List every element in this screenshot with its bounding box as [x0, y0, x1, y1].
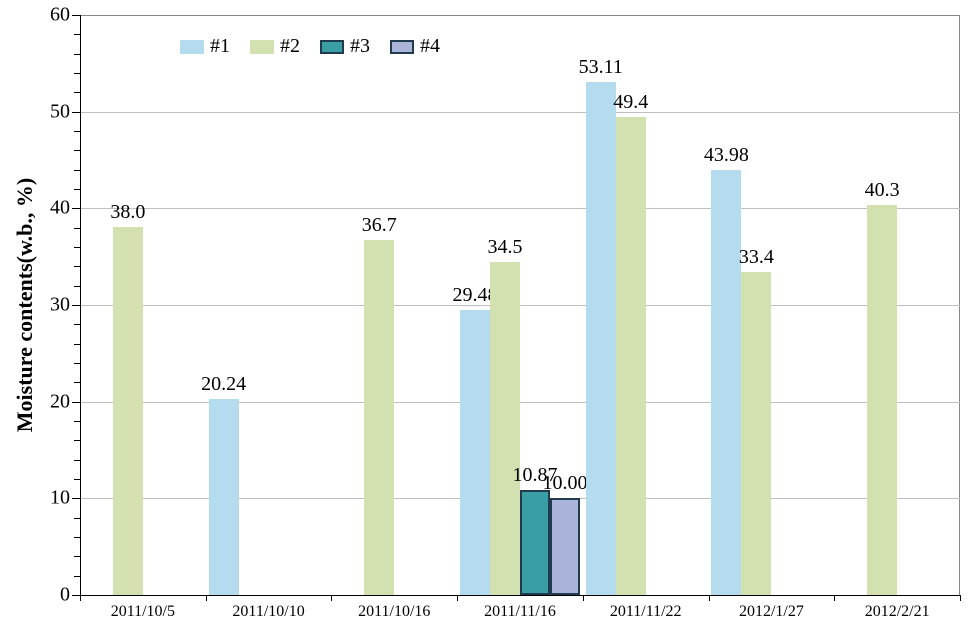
x-tick [709, 595, 710, 601]
legend: #1 #2 #3 #4 [180, 35, 440, 58]
x-tick [457, 595, 458, 601]
y-tick [72, 15, 80, 16]
y-tick-label: 30 [40, 294, 70, 317]
x-tick-label: 2011/10/10 [232, 603, 304, 621]
legend-item-4: #4 [390, 35, 440, 58]
y-tick [72, 402, 80, 403]
bar-series-1 [460, 310, 490, 595]
legend-label: #3 [350, 35, 370, 58]
bar-label: 38.0 [110, 201, 145, 224]
legend-swatch [320, 40, 344, 54]
legend-swatch [390, 40, 414, 54]
bar-series-2 [113, 227, 143, 595]
y-tick-label: 20 [40, 390, 70, 413]
y-tick [72, 595, 80, 596]
legend-item-2: #2 [250, 35, 300, 58]
legend-swatch [180, 40, 204, 54]
x-tick [206, 595, 207, 601]
x-tick [960, 595, 961, 601]
bar-label: 49.4 [613, 91, 648, 114]
y-tick [72, 112, 80, 113]
legend-swatch [250, 40, 274, 54]
gridline [80, 305, 960, 306]
x-tick [80, 595, 81, 601]
gridline [80, 208, 960, 209]
y-axis-title: Moisture contents(w.b., %) [12, 178, 38, 432]
bar-series-4 [550, 498, 580, 595]
legend-label: #1 [210, 35, 230, 58]
x-tick-label: 2011/10/16 [358, 603, 430, 621]
x-tick-label: 2011/11/22 [610, 603, 682, 621]
bar-series-3 [520, 490, 550, 595]
bar-series-2 [616, 117, 646, 595]
legend-label: #4 [420, 35, 440, 58]
x-tick [331, 595, 332, 601]
x-tick [834, 595, 835, 601]
bar-series-2 [867, 205, 897, 595]
bar-label: 40.3 [865, 179, 900, 202]
moisture-chart: Moisture contents(w.b., %) #1 #2 #3 #4 0 10 2… [0, 0, 980, 641]
bar-label: 36.7 [362, 214, 397, 237]
x-axis-line [80, 595, 960, 596]
y-tick-label: 60 [40, 4, 70, 27]
y-tick [72, 208, 80, 209]
bar-label: 43.98 [704, 144, 749, 167]
y-tick-label: 50 [40, 100, 70, 123]
bar-series-2 [364, 240, 394, 595]
y-tick [72, 305, 80, 306]
bar-series-2 [490, 262, 520, 595]
legend-item-1: #1 [180, 35, 230, 58]
bar-series-2 [741, 272, 771, 595]
y-tick [72, 498, 80, 499]
bar-label: 34.5 [488, 236, 523, 259]
bar-series-1 [586, 82, 616, 595]
bar-series-1 [209, 399, 239, 595]
x-tick-label: 2012/1/27 [739, 603, 804, 621]
x-tick-label: 2012/2/21 [865, 603, 930, 621]
y-tick-label: 40 [40, 197, 70, 220]
legend-label: #2 [280, 35, 300, 58]
bar-label: 53.11 [579, 56, 623, 79]
bar-label: 20.24 [201, 373, 246, 396]
y-axis-line [80, 15, 81, 595]
bar-label: 33.4 [739, 246, 774, 269]
y-tick-label: 0 [40, 584, 70, 607]
bar-series-1 [711, 170, 741, 595]
bar-label: 10.00 [543, 472, 588, 495]
gridline [80, 112, 960, 113]
x-tick-label: 2011/11/16 [484, 603, 556, 621]
x-tick-label: 2011/10/5 [111, 603, 175, 621]
x-tick [583, 595, 584, 601]
legend-item-3: #3 [320, 35, 370, 58]
y-tick-label: 10 [40, 487, 70, 510]
